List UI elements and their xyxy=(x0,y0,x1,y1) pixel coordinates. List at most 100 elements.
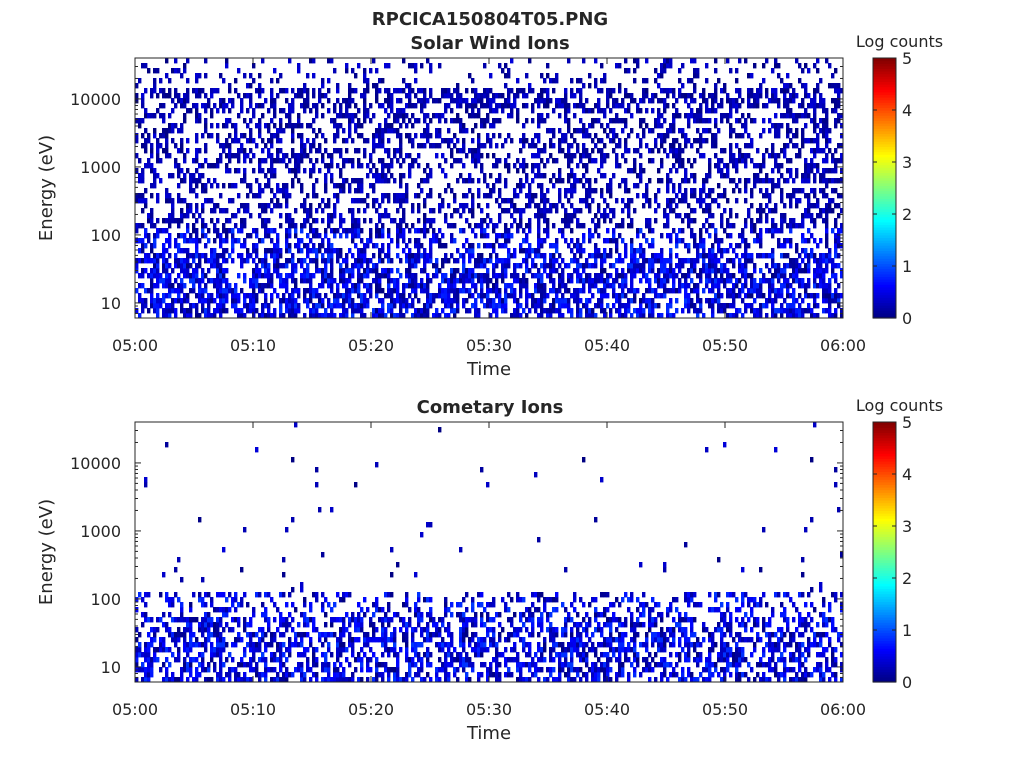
heatmap-cell xyxy=(684,138,688,144)
heatmap-cell xyxy=(495,258,499,264)
heatmap-cell xyxy=(321,93,325,99)
heatmap-cell xyxy=(513,203,517,209)
heatmap-cell xyxy=(660,283,664,289)
heatmap-cell xyxy=(504,138,508,144)
heatmap-cell xyxy=(504,228,508,234)
heatmap-cell xyxy=(249,73,253,79)
heatmap-cell xyxy=(753,238,757,244)
heatmap-cell xyxy=(780,198,784,204)
heatmap-cell xyxy=(162,283,166,289)
heatmap-cell xyxy=(390,313,394,319)
heatmap-cell xyxy=(183,283,187,289)
heatmap-cell xyxy=(624,248,628,254)
heatmap-cell xyxy=(357,63,361,69)
heatmap-cell xyxy=(786,143,790,149)
heatmap-cell xyxy=(405,268,409,274)
heatmap-cell xyxy=(399,228,403,234)
heatmap-cell xyxy=(537,218,541,224)
heatmap-cell xyxy=(507,198,511,204)
heatmap-cell xyxy=(291,273,295,279)
heatmap-cell xyxy=(558,308,562,314)
heatmap-cell xyxy=(813,103,817,109)
heatmap-cell xyxy=(792,133,796,139)
heatmap-cell xyxy=(702,253,706,259)
heatmap-cell xyxy=(168,233,172,239)
heatmap-cell xyxy=(324,138,328,144)
heatmap-cell xyxy=(804,288,808,294)
heatmap-cell xyxy=(174,143,178,149)
heatmap-cell xyxy=(585,313,589,319)
heatmap-cell xyxy=(687,93,691,99)
heatmap-cell xyxy=(153,298,157,304)
heatmap-cell xyxy=(219,313,223,319)
heatmap-cell xyxy=(714,93,718,99)
heatmap-cell xyxy=(645,238,649,244)
heatmap-cell xyxy=(789,238,793,244)
heatmap-cell xyxy=(231,228,235,234)
heatmap-cell xyxy=(696,198,700,204)
heatmap-cell xyxy=(813,258,817,264)
heatmap-cell xyxy=(294,233,298,239)
heatmap-cell xyxy=(150,273,154,279)
heatmap-cell xyxy=(387,248,391,254)
heatmap-cell xyxy=(441,233,445,239)
heatmap-cell xyxy=(588,153,592,159)
heatmap-cell xyxy=(465,103,469,109)
heatmap-cell xyxy=(549,268,553,274)
heatmap-cell xyxy=(771,273,775,279)
heatmap-cell xyxy=(486,283,490,289)
heatmap-cell xyxy=(699,233,703,239)
heatmap-cell xyxy=(282,278,286,284)
heatmap-cell xyxy=(720,213,724,219)
heatmap-cell xyxy=(207,178,211,184)
heatmap-cell xyxy=(423,268,427,274)
heatmap-cell xyxy=(624,143,628,149)
heatmap-cell xyxy=(495,278,499,284)
heatmap-cell xyxy=(360,228,364,234)
heatmap-cell xyxy=(696,273,700,279)
heatmap-cell xyxy=(765,263,769,269)
heatmap-cell xyxy=(570,193,574,199)
heatmap-cell xyxy=(516,273,520,279)
heatmap-cell xyxy=(177,288,181,294)
heatmap-cell xyxy=(270,93,274,99)
heatmap-cell xyxy=(564,303,568,309)
heatmap-cell xyxy=(471,283,475,289)
heatmap-cell xyxy=(297,153,301,159)
heatmap-cell xyxy=(591,308,595,314)
heatmap-cell xyxy=(741,123,745,129)
heatmap-cell xyxy=(813,128,817,134)
heatmap-cell xyxy=(591,283,595,289)
heatmap-cell xyxy=(135,263,139,269)
heatmap-cell xyxy=(348,278,352,284)
heatmap-cell xyxy=(477,278,481,284)
heatmap-cell xyxy=(591,218,595,224)
heatmap-cell xyxy=(705,298,709,304)
heatmap-cell xyxy=(345,148,349,154)
heatmap-cell xyxy=(456,93,460,99)
heatmap-cell xyxy=(588,183,592,189)
heatmap-cell xyxy=(327,88,331,94)
heatmap-cell xyxy=(804,283,808,289)
heatmap-cell xyxy=(747,208,751,214)
heatmap-cell xyxy=(675,108,679,114)
heatmap-cell xyxy=(534,163,538,169)
heatmap-cell xyxy=(141,178,145,184)
heatmap-cell xyxy=(756,253,760,259)
heatmap-cell xyxy=(495,108,499,114)
heatmap-cell xyxy=(333,313,337,319)
heatmap-cell xyxy=(573,268,577,274)
heatmap-cell xyxy=(612,283,616,289)
heatmap-cell xyxy=(438,313,442,319)
heatmap-cell xyxy=(306,208,310,214)
heatmap-cell xyxy=(606,183,610,189)
heatmap-cell xyxy=(135,193,139,199)
heatmap-cell xyxy=(711,93,715,99)
heatmap-cell xyxy=(510,103,514,109)
heatmap-cell xyxy=(447,288,451,294)
heatmap-cell xyxy=(378,123,382,129)
heatmap-cell xyxy=(231,288,235,294)
heatmap-cell xyxy=(345,113,349,119)
heatmap-cell xyxy=(762,178,766,184)
heatmap-cell xyxy=(324,173,328,179)
